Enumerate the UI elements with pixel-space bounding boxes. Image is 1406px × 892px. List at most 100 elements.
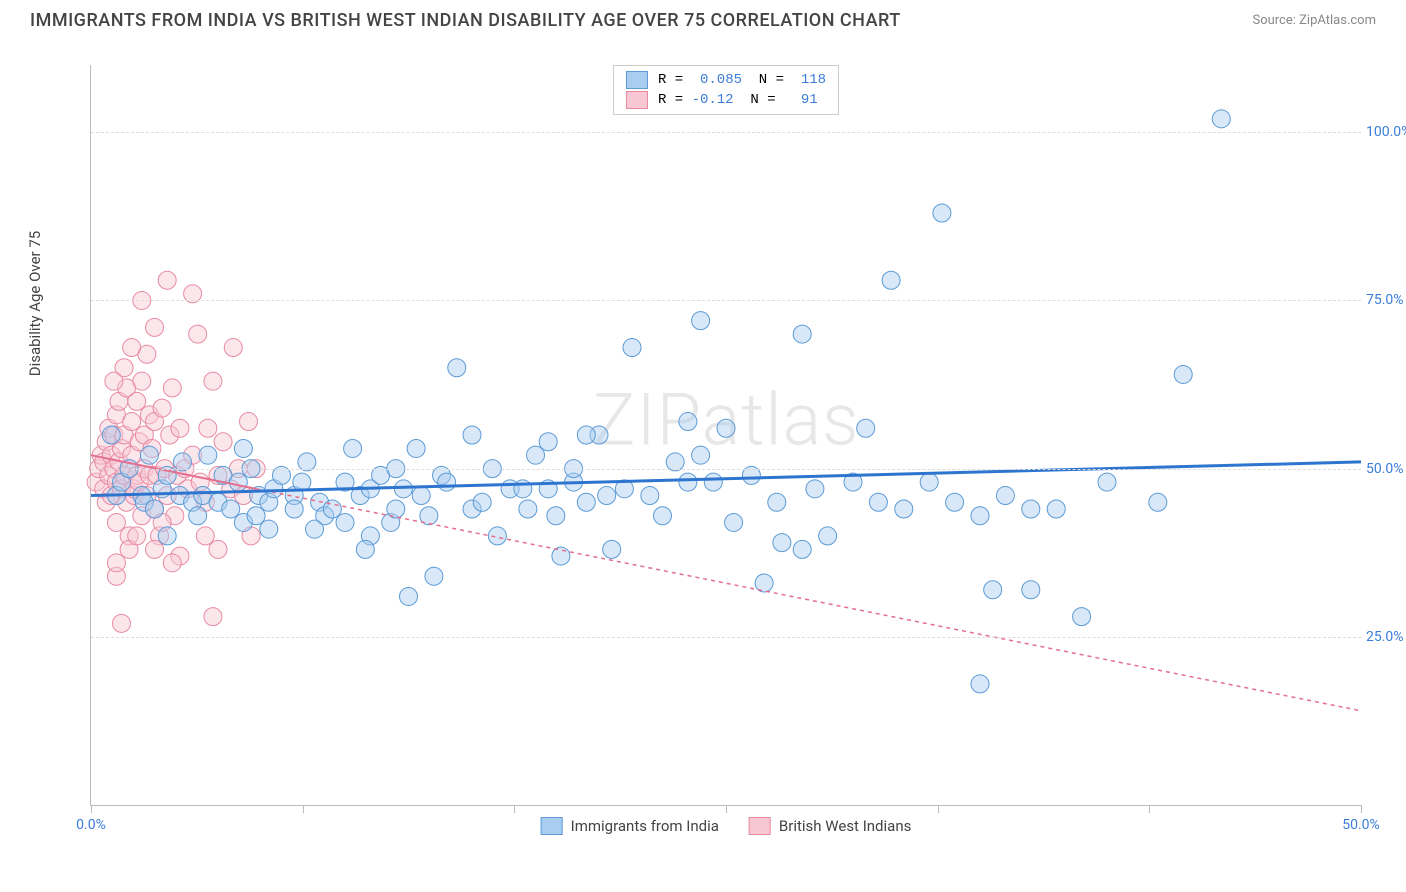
scatter-svg: [91, 65, 1361, 805]
data-point: [189, 507, 207, 525]
data-point: [920, 473, 938, 491]
legend-swatch-blue: [626, 71, 648, 89]
data-point: [140, 446, 158, 464]
data-point: [323, 500, 341, 518]
data-point: [247, 507, 265, 525]
data-point: [344, 439, 362, 457]
y-axis-label: Disability Age Over 75: [26, 231, 44, 376]
data-point: [199, 446, 217, 464]
bottom-legend: Immigrants from India British West Indian…: [541, 817, 912, 835]
data-point: [153, 399, 171, 417]
y-tick-label: 50.0%: [1366, 461, 1406, 477]
data-point: [984, 581, 1002, 599]
data-point: [123, 339, 141, 357]
data-point: [214, 433, 232, 451]
data-point: [692, 446, 710, 464]
data-point: [679, 473, 697, 491]
data-point: [717, 419, 735, 437]
data-point: [128, 392, 146, 410]
data-point: [547, 507, 565, 525]
bottom-legend-item: British West Indians: [749, 817, 911, 835]
data-point: [946, 493, 964, 511]
data-point: [603, 540, 621, 558]
data-point: [158, 527, 176, 545]
data-point: [882, 271, 900, 289]
data-point: [725, 513, 743, 531]
data-point: [158, 271, 176, 289]
data-point: [519, 500, 537, 518]
data-point: [1073, 608, 1091, 626]
data-point: [107, 554, 125, 572]
legend-label: Immigrants from India: [571, 817, 719, 835]
data-point: [1149, 493, 1167, 511]
data-point: [1047, 500, 1065, 518]
legend-swatch: [541, 817, 563, 835]
data-point: [598, 487, 616, 505]
data-point: [209, 540, 227, 558]
data-point: [473, 493, 491, 511]
data-point: [654, 507, 672, 525]
bottom-legend-item: Immigrants from India: [541, 817, 719, 835]
data-point: [196, 527, 214, 545]
legend-row-pink: R = -0.12 N = 91: [626, 91, 826, 109]
data-point: [971, 507, 989, 525]
data-point: [425, 567, 443, 585]
data-point: [229, 473, 247, 491]
x-tick: [726, 805, 727, 813]
data-point: [356, 540, 374, 558]
data-point: [933, 204, 951, 222]
data-point: [539, 433, 557, 451]
data-point: [204, 372, 222, 390]
x-tick-label: 0.0%: [76, 817, 106, 833]
data-point: [704, 473, 722, 491]
data-point: [102, 426, 120, 444]
data-point: [971, 675, 989, 693]
data-point: [336, 513, 354, 531]
legend-label: British West Indians: [779, 817, 911, 835]
data-point: [1022, 581, 1040, 599]
data-point: [1174, 365, 1192, 383]
x-tick-label: 50.0%: [1342, 817, 1380, 833]
data-point: [123, 413, 141, 431]
source-attribution: Source: ZipAtlas.com: [1252, 13, 1376, 28]
correlation-legend: R = 0.085 N = 118 R = -0.12 N = 91: [613, 65, 839, 115]
data-point: [163, 554, 181, 572]
data-point: [1022, 500, 1040, 518]
data-point: [285, 500, 303, 518]
data-point: [199, 419, 217, 437]
data-point: [793, 325, 811, 343]
data-point: [527, 446, 545, 464]
data-point: [412, 487, 430, 505]
data-point: [1212, 110, 1230, 128]
data-point: [171, 419, 189, 437]
x-tick: [514, 805, 515, 813]
y-tick-label: 75.0%: [1366, 292, 1406, 308]
y-tick-label: 25.0%: [1366, 629, 1406, 645]
data-point: [407, 439, 425, 457]
data-point: [793, 540, 811, 558]
data-point: [128, 527, 146, 545]
data-point: [768, 493, 786, 511]
data-point: [163, 379, 181, 397]
data-point: [641, 487, 659, 505]
data-point: [869, 493, 887, 511]
data-point: [146, 540, 164, 558]
data-point: [112, 614, 130, 632]
legend-swatch: [749, 817, 771, 835]
data-point: [996, 487, 1014, 505]
data-point: [857, 419, 875, 437]
data-point: [204, 608, 222, 626]
data-point: [133, 372, 151, 390]
data-point: [463, 426, 481, 444]
data-point: [895, 500, 913, 518]
data-point: [806, 480, 824, 498]
legend-row-blue: R = 0.085 N = 118: [626, 71, 826, 89]
y-tick-label: 100.0%: [1366, 124, 1406, 140]
data-point: [679, 413, 697, 431]
data-point: [692, 312, 710, 330]
data-point: [488, 527, 506, 545]
data-point: [105, 372, 123, 390]
data-point: [146, 500, 164, 518]
data-point: [577, 426, 595, 444]
legend-blue-r-label: R = 0.085 N = 118: [658, 72, 826, 88]
